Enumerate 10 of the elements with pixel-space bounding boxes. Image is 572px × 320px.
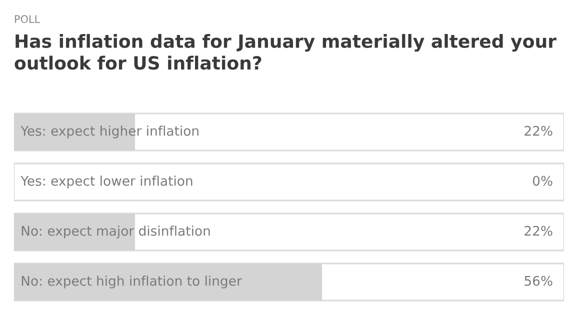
chart-title: Has inflation data for January materially altered your outlook for US inflation? [14,34,556,70]
y-tick-label: Yes: expect higher inflation [20,126,198,138]
data-label: 22% [524,126,552,136]
data-label: 0% [532,176,552,186]
data-label: 56% [524,276,552,286]
y-tick-label: Yes: expect lower inflation [20,176,192,188]
y-tick-label: No: expect high inflation to linger [22,276,242,288]
chart-subtitle: POLL [15,15,40,24]
y-tick-label: No: expect major disinflation [22,226,210,238]
data-label: 22% [524,226,552,236]
